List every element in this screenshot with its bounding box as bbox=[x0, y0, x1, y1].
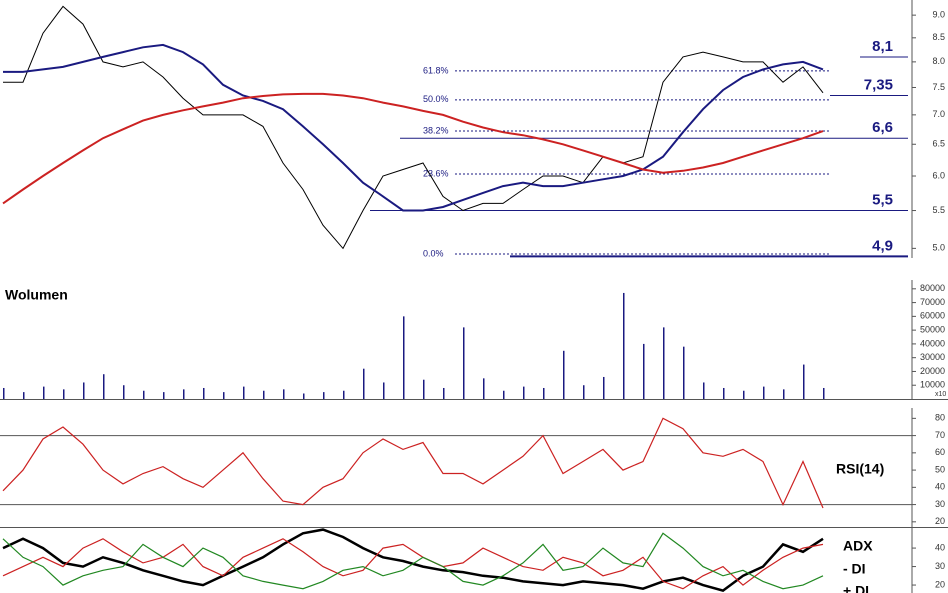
series-line bbox=[2, 538, 824, 590]
volume-bar bbox=[783, 389, 785, 399]
volume-bar bbox=[363, 368, 365, 399]
y-tick-label: 70 bbox=[935, 430, 945, 440]
y-tick-label: 7.0 bbox=[932, 109, 945, 119]
volume-bar bbox=[623, 292, 625, 399]
y-tick-label: 50000 bbox=[920, 325, 945, 335]
y-tick-label: 30 bbox=[935, 499, 945, 509]
legend-label: - DI bbox=[843, 561, 866, 577]
fib-label: 38.2% bbox=[423, 125, 449, 135]
y-tick-label: 60 bbox=[935, 447, 945, 457]
volume-bar bbox=[403, 316, 405, 399]
volume-bar bbox=[823, 387, 825, 399]
y-tick-label: 20000 bbox=[920, 366, 945, 376]
volume-bar bbox=[23, 392, 25, 399]
volume-bar bbox=[723, 387, 725, 399]
series-line bbox=[2, 417, 824, 509]
volume-bar bbox=[443, 387, 445, 399]
volume-bar bbox=[563, 350, 565, 399]
y-tick-label: 8.5 bbox=[932, 32, 945, 42]
y-tick-label: 50 bbox=[935, 464, 945, 474]
y-tick-label: 30 bbox=[935, 561, 945, 571]
y-tick-label: 10000 bbox=[920, 380, 945, 390]
y-tick-label: 80000 bbox=[920, 283, 945, 293]
fib-label: 0.0% bbox=[423, 248, 444, 258]
fib-label: 50.0% bbox=[423, 94, 449, 104]
volume-bar bbox=[343, 390, 345, 399]
y-tick-label: 5.0 bbox=[932, 243, 945, 253]
level-label: 7,35 bbox=[864, 76, 893, 93]
y-tick-label: 6.5 bbox=[932, 139, 945, 149]
series-line bbox=[3, 5, 824, 250]
volume-bar bbox=[683, 346, 685, 399]
volume-bar bbox=[303, 393, 305, 399]
level-label: 5,5 bbox=[872, 192, 893, 209]
volume-bar bbox=[163, 392, 165, 399]
y-tick-label: 40000 bbox=[920, 338, 945, 348]
y-tick-label: 5.5 bbox=[932, 205, 945, 215]
y-tick-label: 70000 bbox=[920, 297, 945, 307]
fib-label: 23.6% bbox=[423, 168, 449, 178]
y-tick-label: 30000 bbox=[920, 352, 945, 362]
volume-bar bbox=[143, 390, 145, 399]
y-tick-label: 80 bbox=[935, 413, 945, 423]
series-line bbox=[2, 92, 824, 205]
panel-title: Wolumen bbox=[5, 287, 68, 303]
series-line bbox=[3, 43, 824, 212]
volume-bar bbox=[603, 376, 605, 399]
fib-label: 61.8% bbox=[423, 65, 449, 75]
volume-bar bbox=[63, 389, 65, 399]
y-tick-label: 9.0 bbox=[932, 10, 945, 20]
volume-bar bbox=[3, 387, 5, 399]
volume-bar bbox=[803, 364, 805, 399]
volume-bar bbox=[123, 385, 125, 399]
unit-label: x10 bbox=[935, 391, 946, 398]
level-label: 8,1 bbox=[872, 38, 893, 55]
volume-bar bbox=[423, 379, 425, 399]
y-tick-label: 6.0 bbox=[932, 170, 945, 180]
level-label: 6,6 bbox=[872, 119, 893, 136]
level-label: 4,9 bbox=[872, 237, 893, 254]
y-tick-label: 8.0 bbox=[932, 56, 945, 66]
volume-bar bbox=[663, 327, 665, 399]
volume-bar bbox=[283, 389, 285, 399]
y-tick-label: 20 bbox=[935, 579, 945, 589]
y-tick-label: 20 bbox=[935, 516, 945, 526]
series-line bbox=[2, 528, 824, 592]
legend-label: ADX bbox=[843, 538, 873, 554]
volume-bar bbox=[203, 387, 205, 399]
volume-bar bbox=[463, 327, 465, 399]
volume-bar bbox=[503, 390, 505, 399]
volume-bar bbox=[523, 386, 525, 399]
volume-bar bbox=[703, 382, 705, 399]
volume-bar bbox=[43, 386, 45, 399]
volume-bar bbox=[643, 343, 645, 399]
volume-bar bbox=[763, 386, 765, 399]
volume-bar bbox=[183, 389, 185, 399]
y-tick-label: 60000 bbox=[920, 311, 945, 321]
volume-bar bbox=[543, 387, 545, 399]
volume-bar bbox=[743, 390, 745, 399]
volume-bar bbox=[483, 378, 485, 399]
legend-label: RSI(14) bbox=[836, 461, 884, 477]
volume-bar bbox=[103, 374, 105, 399]
volume-bar bbox=[263, 390, 265, 399]
volume-bar bbox=[83, 382, 85, 399]
volume-bar bbox=[583, 385, 585, 399]
series-line bbox=[2, 532, 824, 590]
volume-bar bbox=[223, 392, 225, 399]
volume-bar bbox=[243, 386, 245, 399]
y-tick-label: 40 bbox=[935, 542, 945, 552]
volume-bar bbox=[323, 392, 325, 399]
y-tick-label: 7.5 bbox=[932, 82, 945, 92]
legend-label: + DI bbox=[843, 583, 869, 593]
volume-bar bbox=[383, 382, 385, 399]
y-tick-label: 40 bbox=[935, 482, 945, 492]
